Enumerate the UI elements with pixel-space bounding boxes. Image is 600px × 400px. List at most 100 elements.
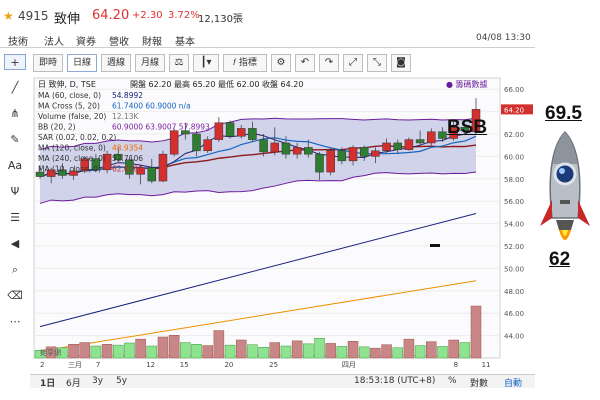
target-low-label: 62 xyxy=(549,249,571,270)
candle-body xyxy=(125,159,134,175)
stock-name: 致伸 xyxy=(54,12,81,27)
legend-indicator-value: 12.13K xyxy=(112,112,139,121)
line-tool-icon[interactable]: ╱ xyxy=(11,81,19,94)
text-tool-icon[interactable]: Aa xyxy=(7,159,23,172)
zoom-icon[interactable]: ⌕ xyxy=(11,263,19,276)
period-monthly-button[interactable]: 月線 xyxy=(135,54,165,72)
chip-data-link[interactable]: ● 籌碼數據 xyxy=(446,79,488,89)
ma60-line xyxy=(39,213,477,328)
fib-tool-icon[interactable]: ☰ xyxy=(10,211,20,224)
candle-body xyxy=(181,130,190,135)
fullscreen-icon[interactable]: ⤢ xyxy=(343,54,363,72)
range-1d-button[interactable]: 1日 xyxy=(40,379,56,389)
y-tick-label: 46.00 xyxy=(504,310,524,318)
pattern-tool-icon[interactable]: Ψ xyxy=(10,185,20,198)
x-tick-label: 15 xyxy=(180,361,189,368)
volume-bar xyxy=(392,347,403,359)
tab-basic[interactable]: 基本 xyxy=(175,37,195,48)
volume-bar xyxy=(124,342,135,359)
indicator-button[interactable]: 𝑓 指標 xyxy=(223,54,267,72)
candle-body xyxy=(315,153,324,173)
x-tick-label: 25 xyxy=(269,361,278,368)
candle-body xyxy=(415,139,425,144)
tab-margin[interactable]: 資券 xyxy=(76,37,96,48)
candle-body xyxy=(35,171,45,177)
shrink-icon[interactable]: ⤡ xyxy=(367,54,387,72)
candle-body xyxy=(471,109,481,133)
favorite-star-icon[interactable]: ★ xyxy=(3,9,14,23)
tab-revenue[interactable]: 營收 xyxy=(109,37,129,48)
volume-bar xyxy=(347,341,359,359)
candle-type-icon[interactable]: ┃▾ xyxy=(193,54,219,72)
volume-bar xyxy=(280,345,292,359)
volume-bar xyxy=(224,344,236,359)
candle-body xyxy=(427,131,436,144)
volume-bar xyxy=(34,350,46,359)
legend-indicator-label: MA (120, close, 0) xyxy=(38,144,106,153)
candle-body xyxy=(281,142,291,155)
tab-technical[interactable]: 技術 xyxy=(8,37,28,48)
x-tick-label: 8 xyxy=(454,361,458,368)
indicator-icon: 𝑓 xyxy=(233,58,236,68)
x-tick-label: 7 xyxy=(96,361,100,368)
range-3y-button[interactable]: 3y xyxy=(92,376,104,386)
y-tick-label: 44.00 xyxy=(504,333,524,341)
candle-body xyxy=(337,150,347,162)
candle-body xyxy=(80,158,89,172)
legend-title: 日 致伸, D, TSE xyxy=(38,79,96,89)
settings-icon[interactable]: ⚙ xyxy=(271,54,291,72)
candle-body xyxy=(169,130,179,155)
volume-bar xyxy=(370,347,381,359)
period-daily-button[interactable]: 日線 xyxy=(67,54,97,72)
candle-body xyxy=(102,153,112,171)
x-tick-label: 三月 xyxy=(68,361,82,368)
volume-bar xyxy=(459,342,471,359)
log-scale-toggle[interactable]: 對數 xyxy=(470,379,489,389)
volume-bar xyxy=(426,341,437,359)
clock-time: 18:53:18 (UTC+8) xyxy=(354,376,436,386)
crosshair-icon[interactable]: + xyxy=(4,54,26,70)
legend-ohlc: 開盤 62.20 最高 65.20 最低 62.00 收盤 64.20 xyxy=(130,79,303,89)
period-realtime-button[interactable]: 即時 xyxy=(33,54,63,72)
tab-institutional[interactable]: 法人 xyxy=(44,37,64,48)
y-tick-label: 50.00 xyxy=(504,265,524,273)
price-chart[interactable]: 44.00 46.00 48.00 50.00 52.00 54.00 56.00 58.00… xyxy=(30,76,535,368)
legend-indicator-label: BB (20, 2) xyxy=(38,123,76,132)
tab-financials[interactable]: 財報 xyxy=(142,37,162,48)
candle-body xyxy=(158,153,168,182)
camera-icon[interactable]: ◙ xyxy=(391,54,411,72)
eraser-icon[interactable]: ⌫ xyxy=(7,289,23,302)
legend-indicator-label: SAR (0.02, 0.02, 0.2) xyxy=(38,133,116,142)
percent-toggle[interactable]: % xyxy=(448,376,457,386)
volume-bar xyxy=(202,345,213,359)
candle-body xyxy=(382,142,391,152)
price-change-pct: 3.72% xyxy=(168,10,200,21)
auto-scale-toggle[interactable]: 自動 xyxy=(504,379,523,389)
legend-indicator-value: 54.8992 xyxy=(112,91,143,100)
candle-body xyxy=(248,128,257,140)
period-weekly-button[interactable]: 週線 xyxy=(101,54,131,72)
range-6m-button[interactable]: 6月 xyxy=(66,379,81,389)
candle-body xyxy=(192,133,201,152)
fork-tool-icon[interactable]: ⋔ xyxy=(10,107,20,120)
brush-icon[interactable]: ✎ xyxy=(10,133,20,146)
volume-bar xyxy=(213,330,225,359)
chart-toolbar: 即時 日線 週線 月線 ⚖ ┃▾ 𝑓 指標 ⚙ ↶ ↷ ⤢ ⤡ ◙ xyxy=(33,54,443,72)
candle-body xyxy=(147,167,157,182)
volume-bar xyxy=(90,345,102,359)
compare-icon[interactable]: ⚖ xyxy=(169,54,189,72)
candle-body xyxy=(326,150,335,173)
undo-icon[interactable]: ↶ xyxy=(295,54,315,72)
target-dash-mark xyxy=(430,244,440,247)
redo-icon[interactable]: ↷ xyxy=(319,54,339,72)
volume-bar xyxy=(157,336,169,359)
volume-bar xyxy=(247,344,258,359)
more-icon[interactable]: ⋯ xyxy=(9,315,21,328)
volume-bar xyxy=(258,347,269,359)
range-5y-button[interactable]: 5y xyxy=(116,376,128,386)
price-change: +2.30 xyxy=(132,10,163,21)
candle-body xyxy=(304,147,313,155)
volume-bar xyxy=(314,338,325,359)
candle-body xyxy=(69,170,78,176)
back-arrow-icon[interactable]: ◀ xyxy=(10,237,20,250)
